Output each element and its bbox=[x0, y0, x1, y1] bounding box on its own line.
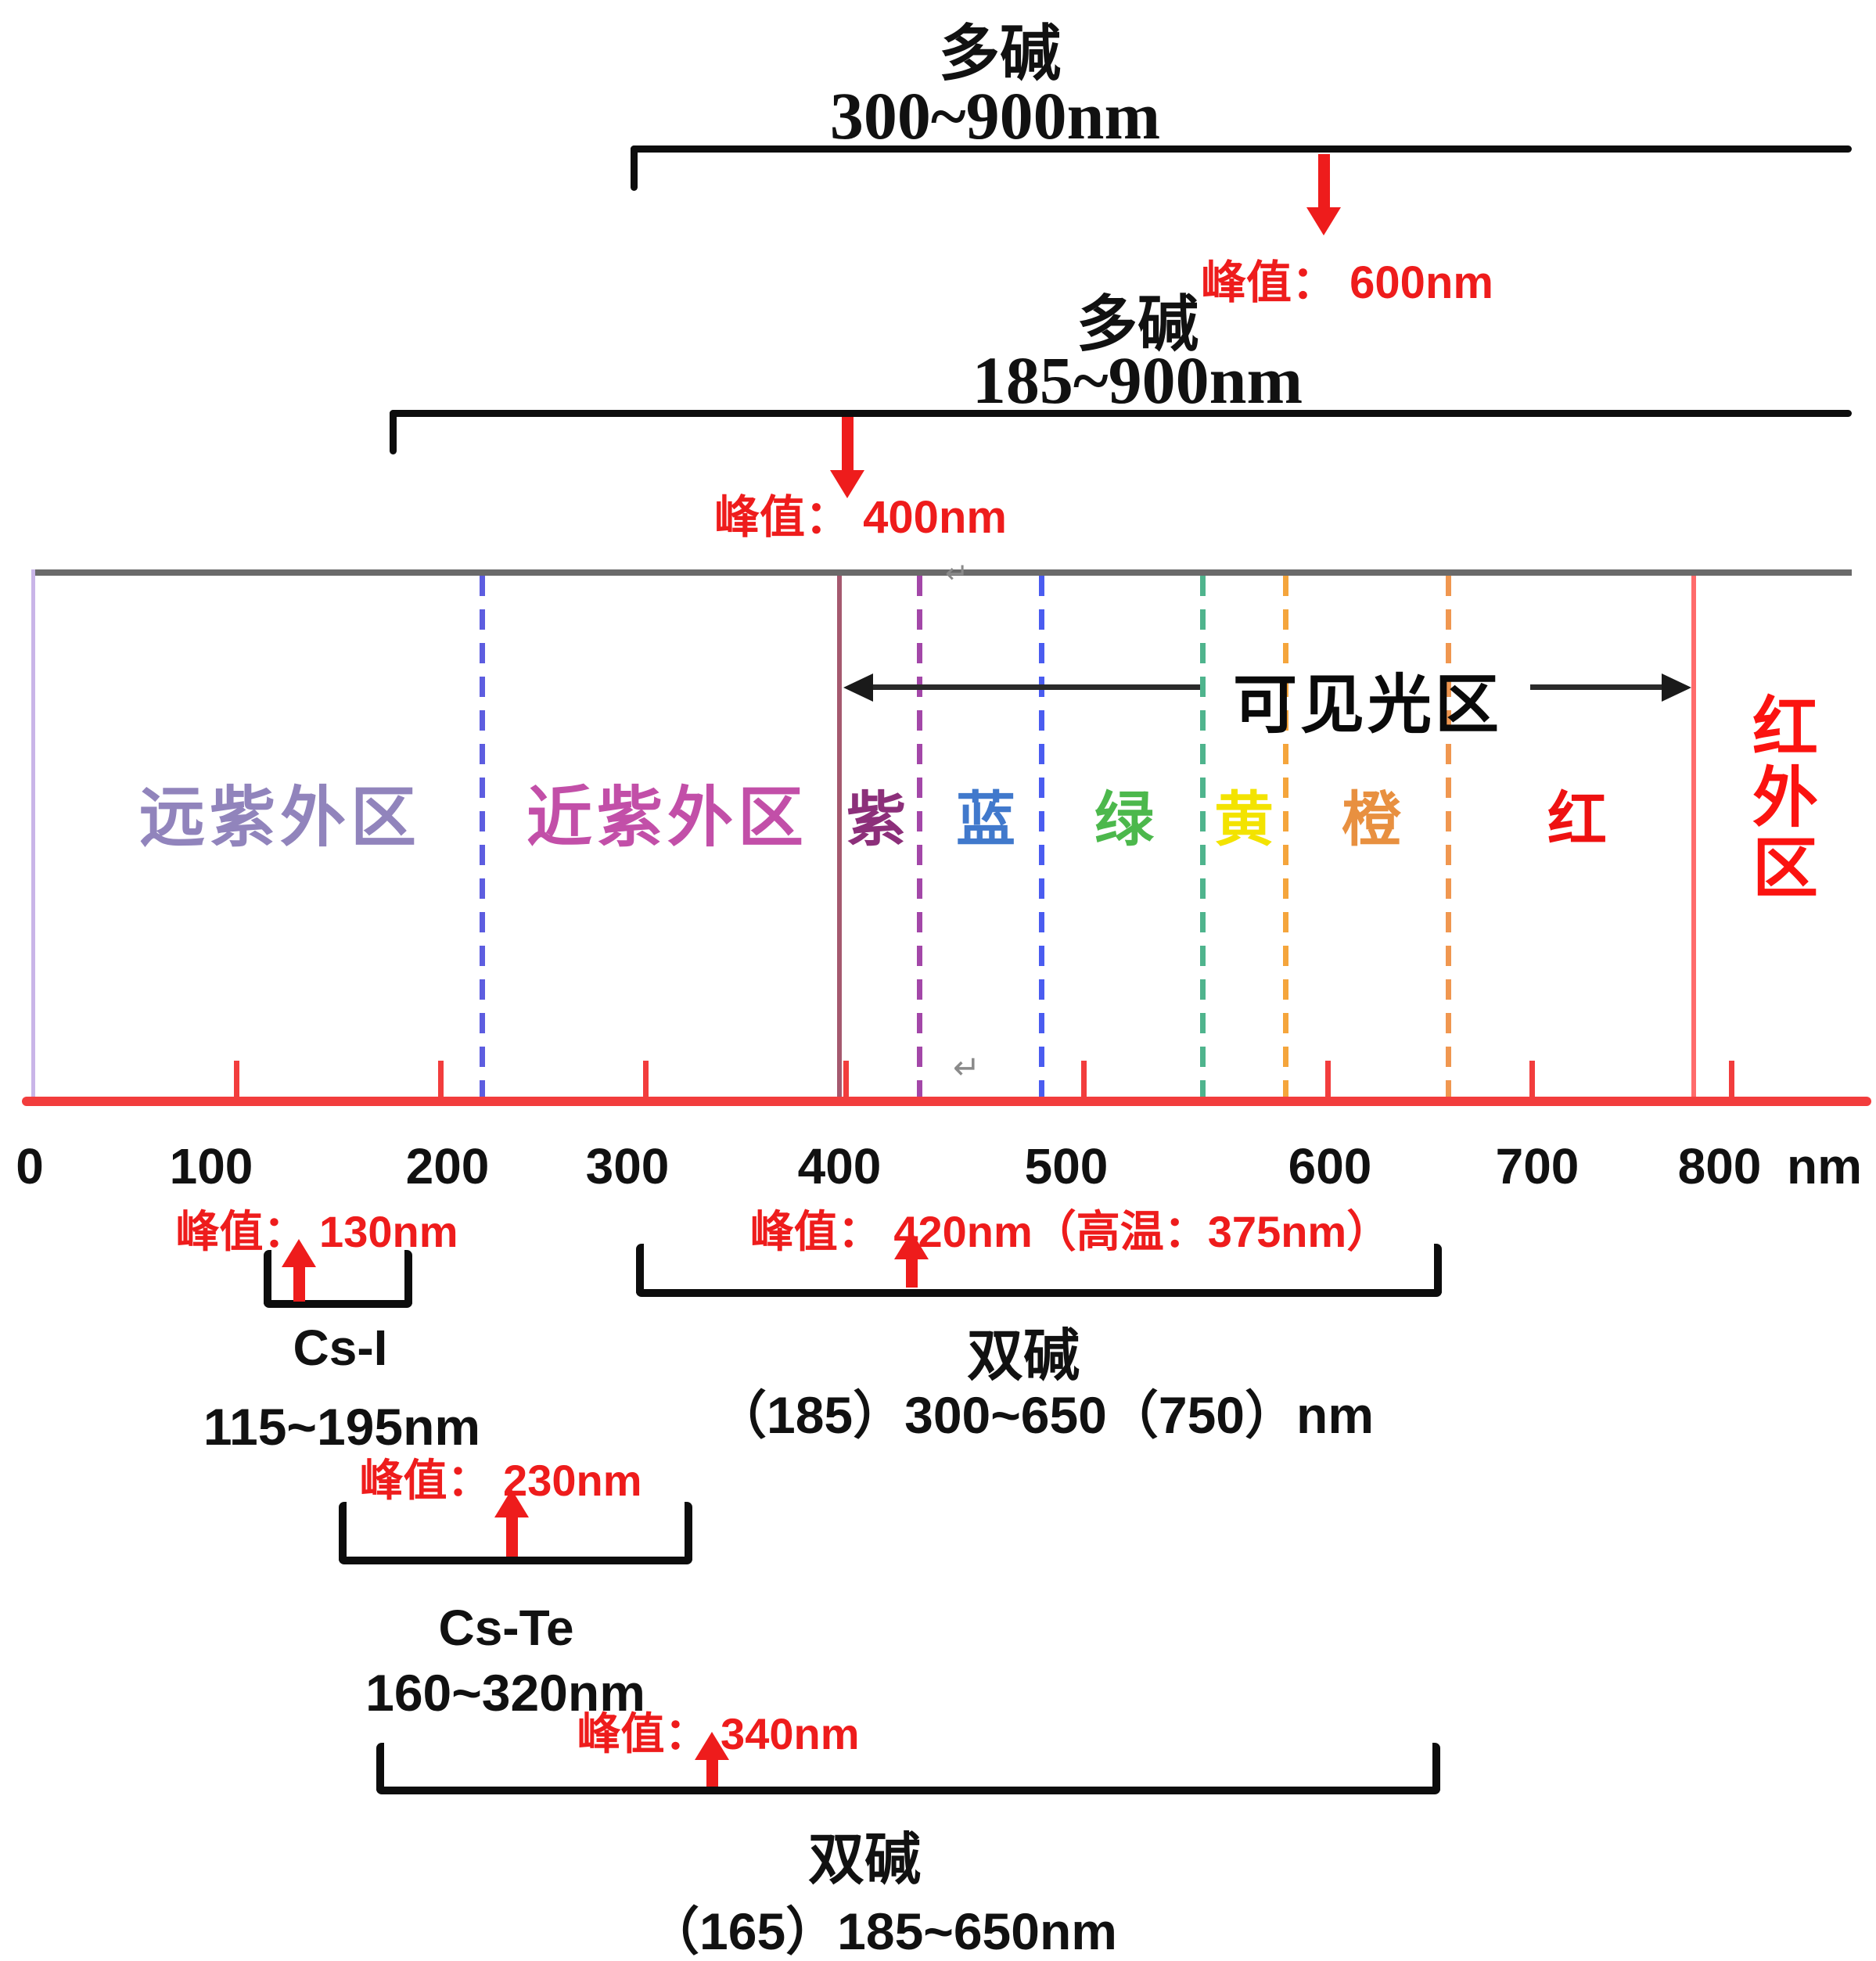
axis-label-0: 0 bbox=[16, 1138, 44, 1194]
divider-orange-red bbox=[1446, 576, 1451, 1097]
polyalkali-185-title: 多碱 bbox=[1076, 289, 1199, 358]
polyalkali-300-bracket bbox=[631, 145, 1852, 153]
orange-label: 橙 bbox=[1342, 787, 1401, 853]
axis-tick-700 bbox=[1529, 1061, 1535, 1098]
cs-i-peak: 峰值： 130nm bbox=[175, 1207, 458, 1256]
divider-400nm-visible-start bbox=[837, 576, 842, 1097]
divider-blue-green bbox=[1039, 576, 1044, 1097]
far-uv-region-label: 远紫外区 bbox=[138, 781, 422, 854]
wavelength-axis bbox=[22, 1097, 1871, 1106]
visible-light-right-arrow-line bbox=[1530, 684, 1666, 690]
axis-label-500: 500 bbox=[1024, 1138, 1109, 1194]
divider-infrared-start bbox=[1691, 576, 1696, 1097]
axis-tick-200 bbox=[438, 1061, 444, 1098]
divider-green-yellow bbox=[1200, 576, 1206, 1097]
artifact-mark: ↵ bbox=[953, 1049, 981, 1086]
cs-te-label: Cs-Te bbox=[438, 1600, 574, 1656]
bialkali-300-range: （185）300~650（750）nm bbox=[714, 1386, 1375, 1444]
yellow-label: 黄 bbox=[1214, 787, 1274, 853]
axis-label-600: 600 bbox=[1288, 1138, 1372, 1194]
chart-left-border bbox=[31, 569, 35, 1101]
bialkali-300-peak: 峰值： 420nm（高温：375nm） bbox=[749, 1207, 1391, 1256]
peak-600-arrow-icon bbox=[1306, 154, 1341, 235]
cs-i-range: 115~195nm bbox=[203, 1398, 481, 1456]
violet-label: 紫 bbox=[846, 787, 906, 853]
axis-tick-400 bbox=[843, 1061, 849, 1098]
left-arrowhead-icon bbox=[843, 673, 873, 702]
chart-top-border bbox=[31, 569, 1852, 576]
polyalkali-185-range: 185~900nm bbox=[972, 343, 1303, 418]
axis-tick-800 bbox=[1729, 1061, 1734, 1098]
peak-130-arrow-icon bbox=[282, 1239, 316, 1302]
peak-420-arrow-icon bbox=[894, 1231, 929, 1288]
axis-label-700: 700 bbox=[1495, 1138, 1580, 1194]
cs-te-range: 160~320nm bbox=[365, 1664, 645, 1722]
polyalkali-300-range: 300~900nm bbox=[829, 78, 1161, 153]
peak-230-arrow-icon bbox=[494, 1489, 529, 1557]
axis-tick-500 bbox=[1081, 1061, 1087, 1098]
cs-i-label: Cs-I bbox=[293, 1320, 388, 1376]
polyalkali-300-title: 多碱 bbox=[938, 19, 1062, 88]
polyalkali-185-bracket bbox=[390, 410, 1852, 417]
visible-light-left-arrow-line bbox=[867, 684, 1200, 690]
divider-yellow-orange bbox=[1283, 576, 1288, 1097]
axis-tick-600 bbox=[1325, 1061, 1331, 1098]
axis-label-400: 400 bbox=[797, 1138, 882, 1194]
infrared-region-label: 红外区 bbox=[1752, 691, 1818, 905]
axis-unit-label: nm bbox=[1787, 1138, 1862, 1194]
bialkali-185-bracket bbox=[376, 1743, 1440, 1794]
visible-light-label: 可见光区 bbox=[1232, 670, 1503, 741]
divider-violet-blue bbox=[917, 576, 922, 1097]
artifact-mark: ↵ bbox=[945, 557, 969, 589]
peak-400-arrow-icon bbox=[830, 417, 864, 498]
cs-te-bracket bbox=[339, 1502, 692, 1564]
cs-i-bracket bbox=[264, 1250, 412, 1308]
polyalkali-300-peak: 峰值： 600nm bbox=[1201, 257, 1493, 308]
red-label: 红 bbox=[1547, 787, 1607, 853]
near-uv-region-label: 近紫外区 bbox=[526, 781, 809, 854]
axis-tick-100 bbox=[234, 1061, 239, 1098]
polyalkali-185-bracket-left-end bbox=[390, 410, 397, 454]
right-arrowhead-icon bbox=[1662, 673, 1691, 702]
blue-label: 蓝 bbox=[956, 787, 1015, 853]
axis-label-100: 100 bbox=[169, 1138, 253, 1194]
bialkali-300-label: 双碱 bbox=[966, 1325, 1080, 1388]
bialkali-300-bracket bbox=[636, 1244, 1442, 1297]
green-label: 绿 bbox=[1094, 787, 1154, 853]
axis-label-200: 200 bbox=[405, 1138, 490, 1194]
bialkali-185-range: （165）185~650nm bbox=[648, 1902, 1117, 1960]
peak-340-arrow-icon bbox=[695, 1732, 729, 1787]
polyalkali-185-peak: 峰值： 400nm bbox=[714, 492, 1007, 543]
axis-label-300: 300 bbox=[585, 1138, 670, 1194]
axis-label-800: 800 bbox=[1677, 1138, 1762, 1194]
polyalkali-300-bracket-left-end bbox=[631, 145, 638, 191]
divider-220nm-uv bbox=[480, 576, 485, 1097]
bialkali-185-label: 双碱 bbox=[807, 1829, 922, 1891]
axis-tick-300 bbox=[643, 1061, 649, 1098]
